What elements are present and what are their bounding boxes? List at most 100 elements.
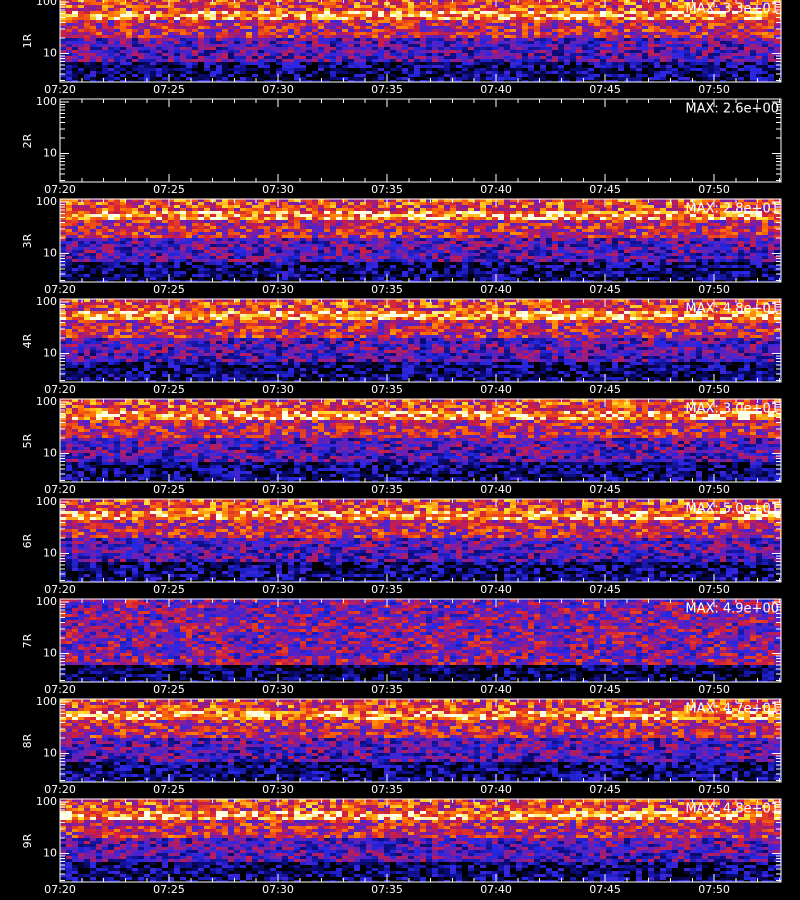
spectrogram-cell bbox=[252, 80, 258, 82]
spectrogram-cell bbox=[414, 26, 420, 29]
spectrogram-cell bbox=[282, 11, 288, 14]
spectrogram-cell bbox=[306, 47, 312, 50]
spectrogram-cell bbox=[510, 71, 516, 74]
spectrogram-cell bbox=[606, 41, 612, 44]
spectrogram-cell bbox=[432, 47, 438, 50]
spectrogram-cell bbox=[630, 8, 636, 11]
spectrogram-cell bbox=[762, 26, 768, 29]
spectrogram-cell bbox=[606, 68, 612, 71]
spectrogram-cell bbox=[138, 29, 144, 32]
spectrogram-cell bbox=[750, 232, 756, 235]
spectrogram-cell bbox=[186, 220, 192, 223]
spectrogram-cell bbox=[138, 20, 144, 23]
spectrogram-cell bbox=[168, 44, 174, 47]
spectrogram-cell bbox=[282, 2, 288, 5]
spectrogram-cell bbox=[72, 74, 78, 77]
spectrogram-cell bbox=[126, 80, 132, 82]
spectrogram-cell bbox=[246, 59, 252, 62]
spectrogram-cell bbox=[186, 32, 192, 35]
spectrogram-cell bbox=[678, 77, 684, 80]
spectrogram-cell bbox=[606, 50, 612, 53]
spectrogram-cell bbox=[498, 44, 504, 47]
spectrogram-cell bbox=[180, 53, 186, 56]
spectrogram-cell bbox=[288, 53, 294, 56]
spectrogram-cell bbox=[324, 56, 330, 59]
spectrogram-cell bbox=[678, 208, 684, 211]
spectrogram-cell bbox=[72, 23, 78, 26]
spectrogram-cell bbox=[144, 20, 150, 23]
spectrogram-cell bbox=[138, 214, 144, 217]
spectrogram-cell bbox=[762, 11, 768, 14]
spectrogram-cell bbox=[624, 226, 630, 229]
spectrogram-cell bbox=[132, 68, 138, 71]
spectrogram-cell bbox=[120, 17, 126, 20]
spectrogram-cell bbox=[684, 202, 690, 205]
spectrogram-cell bbox=[666, 38, 672, 41]
spectrogram-cell bbox=[654, 202, 660, 205]
spectrogram-cell bbox=[108, 229, 114, 232]
spectrogram-cell bbox=[636, 211, 642, 214]
spectrogram-cell bbox=[96, 29, 102, 32]
spectrogram-cell bbox=[198, 208, 204, 211]
spectrogram-cell bbox=[510, 8, 516, 11]
spectrogram-cell bbox=[228, 20, 234, 23]
spectrogram-cell bbox=[288, 229, 294, 232]
spectrogram-cell bbox=[222, 47, 228, 50]
spectrogram-cell bbox=[408, 208, 414, 211]
spectrogram-cell bbox=[264, 14, 270, 17]
spectrogram-cell bbox=[162, 59, 168, 62]
spectrogram-cell bbox=[564, 217, 570, 220]
spectrogram-cell bbox=[186, 199, 192, 202]
spectrogram-cell bbox=[444, 5, 450, 8]
spectrogram-cell bbox=[216, 235, 222, 238]
spectrogram-cell bbox=[246, 80, 252, 82]
spectrogram-cell bbox=[618, 14, 624, 17]
spectrogram-cell bbox=[534, 220, 540, 223]
spectrogram-cell bbox=[306, 53, 312, 56]
spectrogram-cell bbox=[552, 29, 558, 32]
spectrogram-cell bbox=[498, 2, 504, 5]
spectrogram-cell bbox=[102, 232, 108, 235]
spectrogram-cell bbox=[438, 226, 444, 229]
spectrogram-cell bbox=[600, 44, 606, 47]
spectrogram-cell bbox=[330, 74, 336, 77]
spectrogram-cell bbox=[666, 68, 672, 71]
spectrogram-cell bbox=[546, 8, 552, 11]
spectrogram-cell bbox=[192, 208, 198, 211]
spectrogram-cell bbox=[414, 2, 420, 5]
spectrogram-cell bbox=[738, 50, 744, 53]
spectrogram-cell bbox=[378, 223, 384, 226]
spectrogram-cell bbox=[318, 44, 324, 47]
spectrogram-cell bbox=[570, 74, 576, 77]
spectrogram-cell bbox=[174, 38, 180, 41]
spectrogram-cell bbox=[72, 20, 78, 23]
spectrogram-cell bbox=[138, 68, 144, 71]
y-axis-label: 1R bbox=[21, 33, 34, 48]
spectrogram-cell bbox=[168, 38, 174, 41]
spectrogram-cell bbox=[756, 208, 762, 211]
spectrogram-cell bbox=[192, 20, 198, 23]
spectrogram-cell bbox=[312, 71, 318, 74]
spectrogram-cell bbox=[324, 235, 330, 238]
spectrogram-cell bbox=[438, 47, 444, 50]
spectrogram-cell bbox=[432, 208, 438, 211]
spectrogram-cell bbox=[744, 199, 750, 202]
spectrogram-cell bbox=[444, 50, 450, 53]
spectrogram-cell bbox=[660, 74, 666, 77]
spectrogram-cell bbox=[96, 53, 102, 56]
spectrogram-cell bbox=[438, 50, 444, 53]
spectrogram-cell bbox=[282, 235, 288, 238]
spectrogram-cell bbox=[552, 11, 558, 14]
spectrogram-cell bbox=[258, 32, 264, 35]
spectrogram-cell bbox=[558, 229, 564, 232]
spectrogram-cell bbox=[480, 53, 486, 56]
spectrogram-cell bbox=[438, 8, 444, 11]
spectrogram-cell bbox=[90, 223, 96, 226]
spectrogram-cell bbox=[330, 65, 336, 68]
spectrogram-cell bbox=[264, 47, 270, 50]
spectrogram-cell bbox=[216, 80, 222, 82]
spectrogram-cell bbox=[444, 26, 450, 29]
spectrogram-cell bbox=[588, 223, 594, 226]
spectrogram-cell bbox=[474, 226, 480, 229]
spectrogram-cell bbox=[732, 220, 738, 223]
